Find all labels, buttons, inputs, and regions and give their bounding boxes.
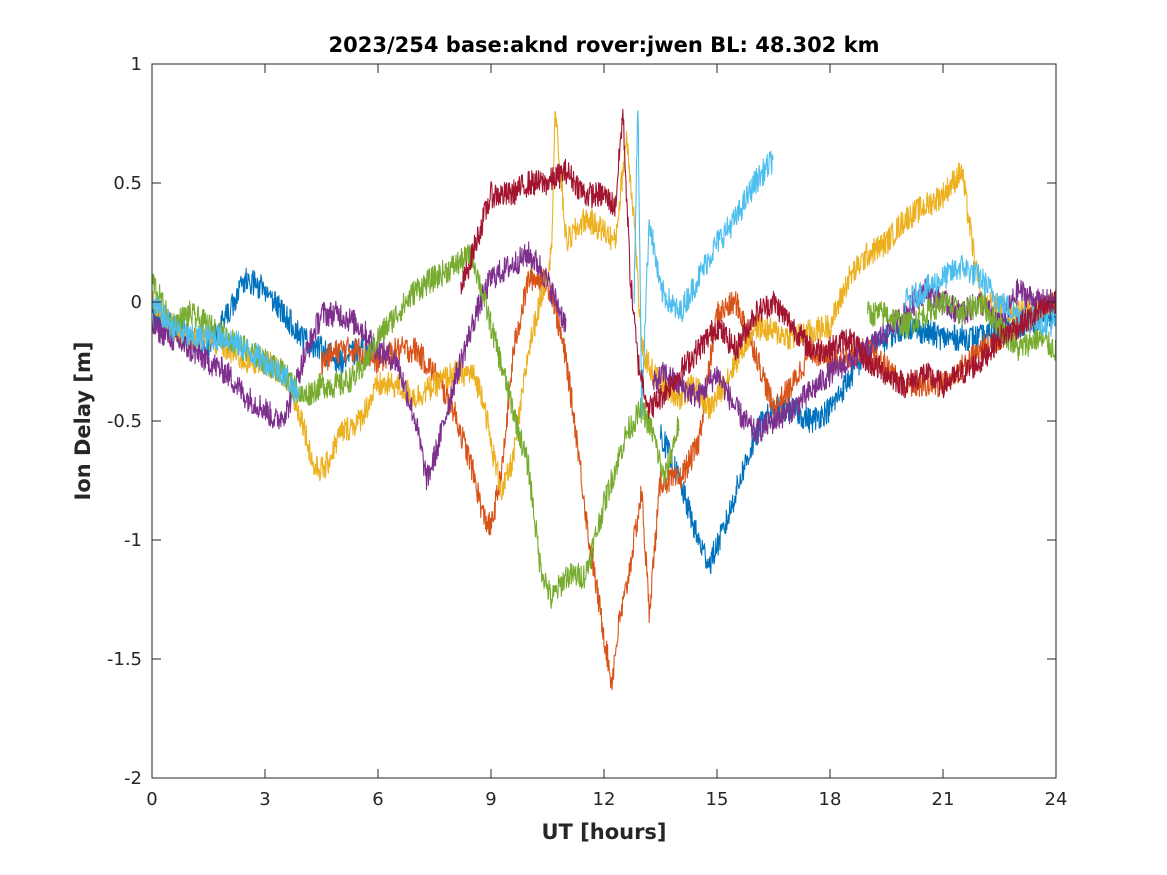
y-tick-label: -1.5 xyxy=(107,649,142,670)
x-tick-label: 6 xyxy=(372,789,383,810)
x-axis-title: UT [hours] xyxy=(541,820,666,844)
plot-area xyxy=(152,64,1056,778)
x-tick-label: 12 xyxy=(593,789,616,810)
y-tick-label: -2 xyxy=(124,768,142,789)
x-tick-label: 0 xyxy=(146,789,157,810)
y-tick-label: 0.5 xyxy=(113,173,142,194)
series-line-3 xyxy=(151,110,1057,501)
x-tick-label: 3 xyxy=(259,789,270,810)
y-tick-label: -0.5 xyxy=(107,411,142,432)
x-tick-label: 24 xyxy=(1045,789,1068,810)
x-tick-label: 21 xyxy=(932,789,955,810)
x-tick-label: 15 xyxy=(706,789,729,810)
y-tick-label: 1 xyxy=(131,54,142,75)
series-layer xyxy=(151,108,1057,691)
tick-layer: 0 3 6 9 12 15 18 21 24 -2 -1.5 -1 -0.5 0 0.5 1 xyxy=(107,54,1068,810)
chart-title: 2023/254 base:aknd rover:jwen BL: 48.302… xyxy=(329,33,880,57)
x-tick-label: 18 xyxy=(819,789,842,810)
series-line-7 xyxy=(460,108,1057,419)
series-line-4 xyxy=(151,241,1057,491)
x-tick-label: 9 xyxy=(485,789,496,810)
y-axis-title: Ion Delay [m] xyxy=(71,342,95,501)
y-tick-label: 0 xyxy=(131,292,142,313)
y-tick-label: -1 xyxy=(124,530,142,551)
